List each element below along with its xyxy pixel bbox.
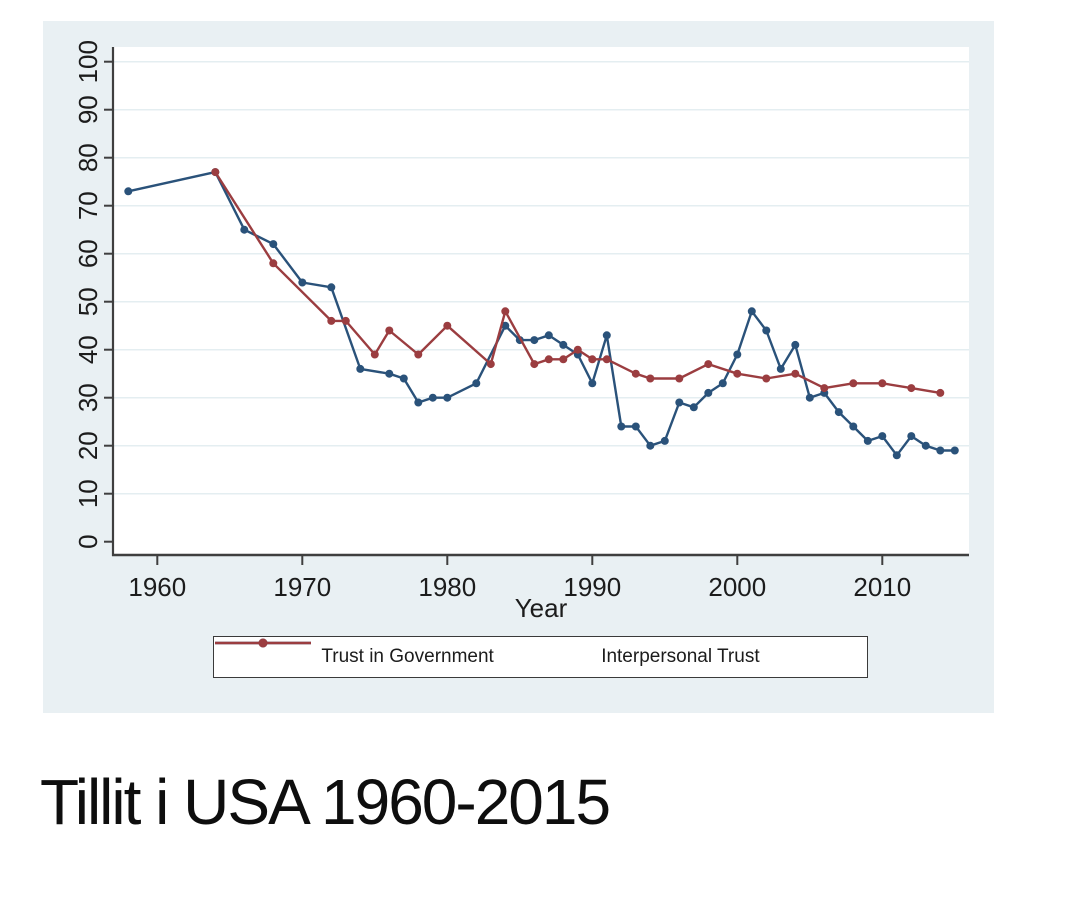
data-point-marker xyxy=(399,374,408,383)
data-point-marker xyxy=(443,321,452,330)
data-point-marker xyxy=(530,336,539,345)
data-point-marker xyxy=(791,369,800,378)
data-point-marker xyxy=(689,403,698,412)
x-tick-label: 2010 xyxy=(853,572,911,602)
data-point-marker xyxy=(385,369,394,378)
y-tick-label: 90 xyxy=(73,95,103,124)
data-point-marker xyxy=(472,379,481,388)
x-axis-title: Year xyxy=(515,593,568,623)
data-point-marker xyxy=(559,355,568,364)
trust-chart: 0 10 20 30 40 50 60 70 80 90 100 1960 1970 1980 1990 20… xyxy=(43,21,994,713)
data-point-marker xyxy=(327,283,336,292)
slide-title: Tillit i USA 1960-2015 xyxy=(40,766,611,838)
data-point-marker xyxy=(936,388,945,397)
y-tick-label: 50 xyxy=(73,287,103,316)
data-point-marker xyxy=(849,379,858,388)
data-point-marker xyxy=(269,259,278,268)
data-point-marker xyxy=(878,432,887,441)
data-point-marker xyxy=(675,374,684,383)
data-point-marker xyxy=(298,278,307,287)
y-tick-label: 70 xyxy=(73,191,103,220)
data-point-marker xyxy=(617,422,626,431)
data-point-marker xyxy=(631,369,640,378)
data-point-marker xyxy=(820,384,829,393)
y-tick-label: 40 xyxy=(73,335,103,364)
data-point-marker xyxy=(341,316,350,325)
data-point-marker xyxy=(414,398,423,407)
x-tick-label: 1990 xyxy=(563,572,621,602)
data-point-marker xyxy=(921,441,930,450)
x-tick-label: 1980 xyxy=(418,572,476,602)
legend-entry-interpersonal-trust: Interpersonal Trust xyxy=(215,638,760,668)
data-point-marker xyxy=(834,408,843,417)
data-point-marker xyxy=(544,331,553,340)
chart-legend: Trust in Government Interpersonal Trust xyxy=(213,636,868,678)
y-tick-label: 100 xyxy=(73,40,103,83)
data-point-marker xyxy=(791,340,800,349)
data-point-marker xyxy=(588,379,597,388)
y-tick-label: 20 xyxy=(73,431,103,460)
x-tick-label: 1960 xyxy=(128,572,186,602)
data-point-marker xyxy=(762,374,771,383)
data-point-marker xyxy=(733,350,742,359)
legend-label: Interpersonal Trust xyxy=(601,646,760,667)
x-tick-label: 1970 xyxy=(273,572,331,602)
data-point-marker xyxy=(878,379,887,388)
data-point-marker xyxy=(486,360,495,369)
data-point-marker xyxy=(559,340,568,349)
data-point-marker xyxy=(414,350,423,359)
data-point-marker xyxy=(646,441,655,450)
y-tick-label: 30 xyxy=(73,383,103,412)
data-point-marker xyxy=(936,446,945,455)
data-point-marker xyxy=(762,326,771,335)
data-point-marker xyxy=(660,436,669,445)
legend-entry-trust-in-government: Trust in Government xyxy=(215,638,494,668)
data-point-marker xyxy=(718,379,727,388)
data-point-marker xyxy=(805,393,814,402)
data-point-marker xyxy=(907,432,916,441)
data-point-marker xyxy=(370,350,379,359)
data-point-marker xyxy=(602,355,611,364)
data-point-marker xyxy=(733,369,742,378)
data-point-marker xyxy=(776,364,785,373)
data-point-marker xyxy=(385,326,394,335)
y-tick-label: 0 xyxy=(73,534,103,548)
data-point-marker xyxy=(646,374,655,383)
data-point-marker xyxy=(863,436,872,445)
data-point-marker xyxy=(327,316,336,325)
data-point-marker xyxy=(747,307,756,316)
data-point-marker xyxy=(907,384,916,393)
data-point-marker xyxy=(631,422,640,431)
data-point-marker xyxy=(675,398,684,407)
data-point-marker xyxy=(356,364,365,373)
data-point-marker xyxy=(443,393,452,402)
data-point-marker xyxy=(211,168,220,177)
series-line-1 xyxy=(214,171,941,395)
x-tick-label: 2000 xyxy=(708,572,766,602)
data-point-marker xyxy=(704,388,713,397)
data-point-marker xyxy=(240,225,249,234)
data-point-marker xyxy=(544,355,553,364)
legend-label: Trust in Government xyxy=(321,646,494,667)
data-point-marker xyxy=(124,187,133,196)
data-point-marker xyxy=(602,331,611,340)
y-tick-label: 60 xyxy=(73,239,103,268)
y-tick-label: 80 xyxy=(73,143,103,172)
y-tick-label: 10 xyxy=(73,479,103,508)
data-point-marker xyxy=(530,360,539,369)
data-point-marker xyxy=(269,240,278,249)
data-point-marker xyxy=(588,355,597,364)
data-point-marker xyxy=(950,446,959,455)
data-point-marker xyxy=(892,451,901,460)
chart-canvas: 0 10 20 30 40 50 60 70 80 90 100 1960 1970 1980 1990 20… xyxy=(73,40,969,623)
data-point-marker xyxy=(501,321,510,330)
data-point-marker xyxy=(501,307,510,316)
data-point-marker xyxy=(573,345,582,354)
legend-line-marker-icon xyxy=(215,638,311,648)
data-point-marker xyxy=(428,393,437,402)
data-point-marker xyxy=(849,422,858,431)
data-point-marker xyxy=(704,360,713,369)
